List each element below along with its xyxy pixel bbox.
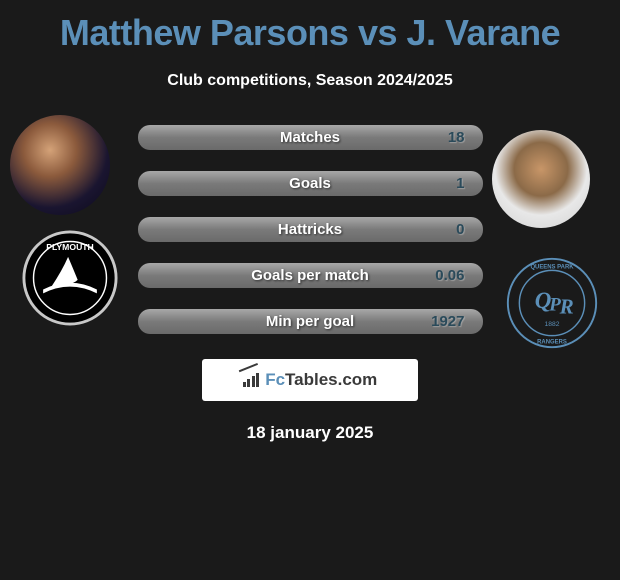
stats-column: . Matches 18 . Goals 1 . Hattricks 0 . G… <box>138 125 483 334</box>
stat-label: Goals <box>289 175 331 192</box>
club-right-badge: QUEENS PARK RANGERS Q P R 1882 <box>504 255 600 351</box>
player-left-avatar <box>10 115 110 215</box>
stat-value: 18 <box>448 129 465 146</box>
svg-text:1882: 1882 <box>545 321 560 328</box>
club-left-badge: PLYMOUTH <box>22 230 118 326</box>
stat-value: 1 <box>456 175 464 192</box>
svg-text:RANGERS: RANGERS <box>537 339 567 345</box>
stat-label: Goals per match <box>251 267 369 284</box>
player-right-avatar <box>492 130 590 228</box>
svg-text:QUEENS PARK: QUEENS PARK <box>530 264 574 270</box>
stat-label: Min per goal <box>266 313 354 330</box>
stat-value: 0.06 <box>435 267 464 284</box>
logo-text: FcTables.com <box>265 370 377 390</box>
stat-value: 0 <box>456 221 464 238</box>
date-text: 18 january 2025 <box>0 423 620 443</box>
stat-row-goals-per-match: . Goals per match 0.06 <box>138 263 483 288</box>
stat-label: Hattricks <box>278 221 342 238</box>
svg-text:R: R <box>559 295 574 319</box>
fctables-logo: FcTables.com <box>202 359 418 401</box>
chart-icon <box>243 373 260 387</box>
content-area: PLYMOUTH QUEENS PARK RANGERS Q P R 1882 … <box>0 125 620 334</box>
stat-value: 1927 <box>431 313 464 330</box>
stat-label: Matches <box>280 129 340 146</box>
stat-row-goals: . Goals 1 <box>138 171 483 196</box>
svg-text:PLYMOUTH: PLYMOUTH <box>46 242 94 252</box>
stat-row-matches: . Matches 18 <box>138 125 483 150</box>
competition-subtitle: Club competitions, Season 2024/2025 <box>0 72 620 90</box>
stat-row-hattricks: . Hattricks 0 <box>138 217 483 242</box>
comparison-title: Matthew Parsons vs J. Varane <box>0 0 620 54</box>
stat-row-min-per-goal: . Min per goal 1927 <box>138 309 483 334</box>
